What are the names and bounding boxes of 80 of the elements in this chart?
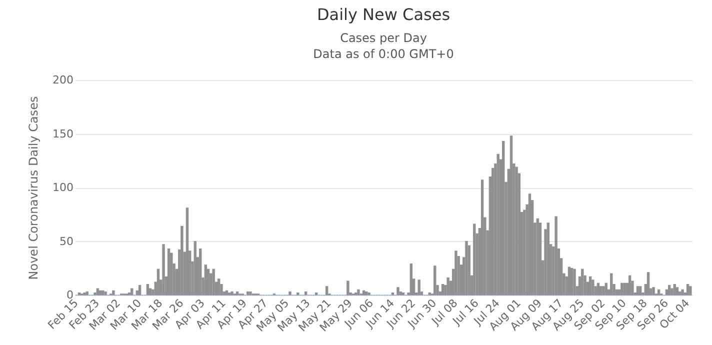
y-tick-label: 200 xyxy=(52,74,74,86)
bar xyxy=(665,289,668,296)
bar xyxy=(546,222,550,296)
y-axis-title: Novel Coronavirus Daily Cases xyxy=(26,96,41,280)
chart-title: Daily New Cases xyxy=(316,5,450,24)
bar xyxy=(454,250,458,296)
bar xyxy=(592,280,594,296)
bar xyxy=(130,288,134,296)
bar xyxy=(288,291,292,296)
bar xyxy=(148,288,152,296)
bar xyxy=(391,292,394,296)
bar xyxy=(194,240,196,296)
bar xyxy=(170,252,173,296)
bar xyxy=(410,264,413,296)
bar xyxy=(86,291,88,296)
bar xyxy=(146,284,150,296)
bar xyxy=(668,285,671,296)
bar xyxy=(162,244,165,296)
bar xyxy=(246,291,250,296)
bar xyxy=(212,268,215,296)
bar xyxy=(554,216,558,296)
bar xyxy=(156,268,160,296)
bar xyxy=(689,286,692,296)
bar xyxy=(167,248,170,296)
bar xyxy=(604,282,608,296)
bar xyxy=(368,292,370,296)
bar xyxy=(657,289,660,296)
bar xyxy=(83,292,86,296)
bar xyxy=(112,290,115,296)
bar xyxy=(180,226,184,296)
bar xyxy=(204,264,208,296)
bar xyxy=(646,272,650,296)
bar xyxy=(217,278,220,296)
bar xyxy=(296,292,300,296)
bar xyxy=(468,245,470,296)
bar xyxy=(138,285,142,296)
bar xyxy=(568,266,571,296)
bar xyxy=(399,291,402,296)
bar xyxy=(104,291,107,296)
y-tick-label: 50 xyxy=(60,234,74,248)
bar xyxy=(502,140,505,296)
bar xyxy=(678,291,682,296)
bar xyxy=(98,290,102,296)
bar xyxy=(354,292,358,296)
bar xyxy=(465,240,468,296)
bar xyxy=(228,292,231,296)
bar xyxy=(362,290,366,296)
y-tick-label: 100 xyxy=(52,181,74,194)
bar xyxy=(346,280,350,296)
bar xyxy=(480,180,484,296)
bar xyxy=(434,266,436,296)
bar xyxy=(676,287,679,296)
bar xyxy=(620,282,624,296)
bar xyxy=(428,292,431,296)
bar xyxy=(628,275,632,296)
bar xyxy=(636,286,640,296)
bar xyxy=(441,284,444,296)
bar xyxy=(357,289,360,296)
bar xyxy=(96,288,100,296)
bar xyxy=(538,222,542,296)
chart-subtitle: Cases per Day Data as of 0:00 GMT+0 xyxy=(313,31,454,61)
bar xyxy=(610,273,613,296)
bar xyxy=(473,224,476,296)
bar xyxy=(186,208,189,296)
bar xyxy=(652,287,655,296)
bar xyxy=(686,284,690,296)
bar xyxy=(673,284,676,296)
bar xyxy=(326,286,328,296)
y-tick-label: 150 xyxy=(52,127,74,140)
bar xyxy=(402,292,405,296)
bar xyxy=(199,248,202,296)
bar xyxy=(304,291,308,296)
bar xyxy=(681,289,684,296)
bar xyxy=(78,292,81,296)
bar xyxy=(418,280,420,296)
bar xyxy=(573,268,576,296)
bar xyxy=(639,286,642,296)
bar xyxy=(446,278,450,296)
bar xyxy=(314,292,318,296)
bar xyxy=(396,287,400,296)
